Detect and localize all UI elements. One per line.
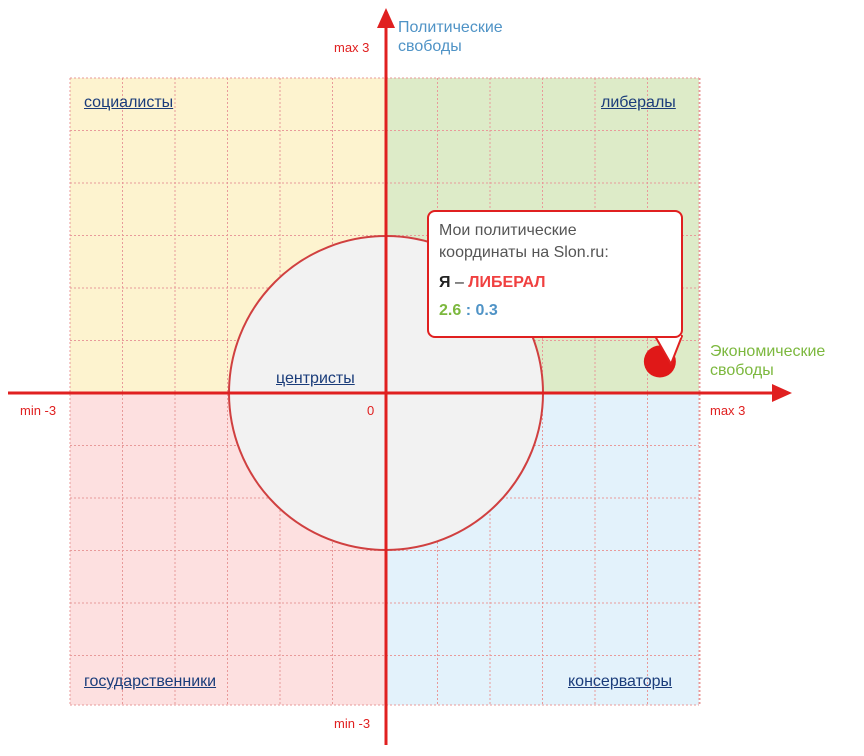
bubble-coordinates: 2.6 : 0.3 [439, 302, 671, 320]
zone-link-centrists[interactable]: центристы [276, 370, 355, 387]
bubble-verdict-row: Я – ЛИБЕРАЛ [439, 274, 671, 292]
y-tick-min: min -3 [334, 716, 371, 731]
x-axis-arrow [772, 384, 792, 402]
bubble-pol-value: 0.3 [475, 302, 498, 319]
bubble-econ-value: 2.6 [439, 302, 462, 319]
quadrant-link-socialists[interactable]: социалисты [84, 94, 174, 111]
result-bubble: Мои политические координаты на Slon.ru: … [427, 210, 683, 338]
y-tick-max: max 3 [334, 40, 370, 55]
x-axis-title: Экономические свободы [710, 342, 850, 380]
origin-tick: 0 [367, 403, 375, 418]
bubble-dash: – [450, 274, 469, 291]
quadrant-link-statists[interactable]: государственники [84, 673, 217, 690]
x-tick-max: max 3 [710, 403, 746, 418]
x-axis-title-text: Экономические свободы [710, 343, 826, 379]
y-axis-arrow [377, 8, 395, 28]
x-axis [8, 384, 792, 402]
bubble-caption: Мои политические координаты на Slon.ru: [439, 220, 671, 264]
bubble-caption-line1: Мои политические [439, 222, 577, 239]
x-tick-min: min -3 [20, 403, 57, 418]
quadrant-link-conservatives[interactable]: консерваторы [568, 673, 673, 690]
y-axis [377, 8, 395, 745]
y-axis-title-text: Политические свободы [398, 19, 503, 55]
y-axis-title: Политические свободы [398, 18, 538, 56]
bubble-verdict: ЛИБЕРАЛ [468, 274, 546, 291]
bubble-caption-line2: координаты на Slon.ru: [439, 244, 609, 261]
bubble-me: Я [439, 274, 451, 291]
bubble-separator: : [461, 302, 476, 319]
quadrant-link-liberals[interactable]: либералы [601, 94, 676, 111]
my-position-marker [643, 345, 676, 378]
